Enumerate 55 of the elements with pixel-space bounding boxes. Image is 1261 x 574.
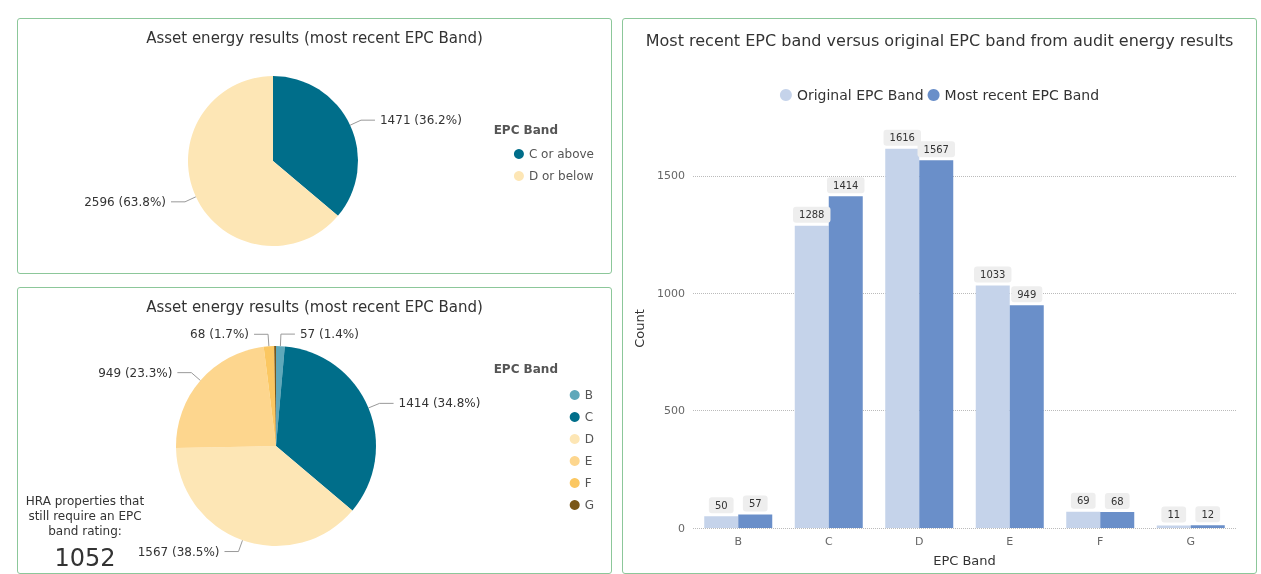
- legend-label: Original EPC Band: [796, 87, 924, 103]
- data-label: 57: [748, 498, 762, 510]
- data-label: 1288: [799, 209, 825, 221]
- data-label: 1414 (34.8%): [398, 396, 481, 411]
- x-tick-label: E: [1006, 535, 1014, 548]
- x-tick-label: B: [734, 535, 743, 548]
- legend-label: D: [584, 432, 594, 446]
- data-label: 1033: [980, 269, 1006, 281]
- legend-label: G: [584, 498, 595, 512]
- x-axis-title: EPC Band: [933, 553, 996, 568]
- chart-title: Asset energy results (most recent EPC Band): [146, 28, 483, 47]
- text: HRA properties that still require an EPC band rating:: [24, 494, 146, 539]
- legend-label: C or above: [528, 147, 595, 161]
- chart-title: Asset energy results (most recent EPC Band): [146, 297, 483, 316]
- y-axis-title: Count: [632, 309, 648, 348]
- data-label: 69: [1076, 495, 1090, 507]
- legend-label: D or below: [528, 169, 594, 183]
- y-tick-label: 1500: [657, 169, 685, 183]
- data-label: 1616: [889, 132, 915, 144]
- legend-label: E: [584, 454, 593, 468]
- text: 1052: [54, 544, 116, 572]
- data-label: 50: [714, 499, 728, 511]
- data-label: 949 (23.3%): [98, 365, 173, 380]
- bar: [1156, 525, 1191, 528]
- data-label: 2596 (63.8%): [84, 194, 167, 209]
- data-label: 1471 (36.2%): [379, 113, 462, 128]
- legend-title: EPC Band: [493, 123, 559, 137]
- bar: [828, 196, 863, 528]
- data-label: 12: [1201, 508, 1215, 520]
- data-label: 11: [1167, 508, 1181, 520]
- legend-label: C: [584, 410, 594, 424]
- data-label: 68 (1.7%): [190, 327, 250, 342]
- legend-label: B: [584, 388, 593, 402]
- y-tick-label: 1000: [657, 286, 685, 300]
- data-label: 1414: [833, 179, 859, 191]
- bar: [704, 516, 739, 528]
- y-tick-label: 500: [664, 404, 685, 418]
- data-label: 1567 (38.5%): [137, 544, 220, 559]
- bar: [1100, 512, 1135, 528]
- y-tick-label: 0: [678, 521, 685, 535]
- data-label: 57 (1.4%): [299, 327, 359, 342]
- data-label: 949: [1017, 288, 1037, 300]
- bar: [919, 160, 954, 528]
- legend-label: F: [584, 476, 592, 490]
- legend-label: Most recent EPC Band: [944, 87, 1100, 103]
- bar: [1190, 525, 1225, 528]
- chart-title: Most recent EPC band versus original EPC band from audit energy results: [645, 30, 1234, 50]
- x-tick-label: C: [824, 535, 833, 548]
- data-label: 68: [1110, 495, 1124, 507]
- data-label: 1567: [923, 143, 949, 155]
- bar: [1009, 305, 1044, 528]
- x-tick-label: D: [915, 535, 924, 548]
- x-tick-label: F: [1097, 535, 1104, 548]
- legend-title: EPC Band: [493, 362, 559, 376]
- x-tick-label: G: [1186, 535, 1196, 548]
